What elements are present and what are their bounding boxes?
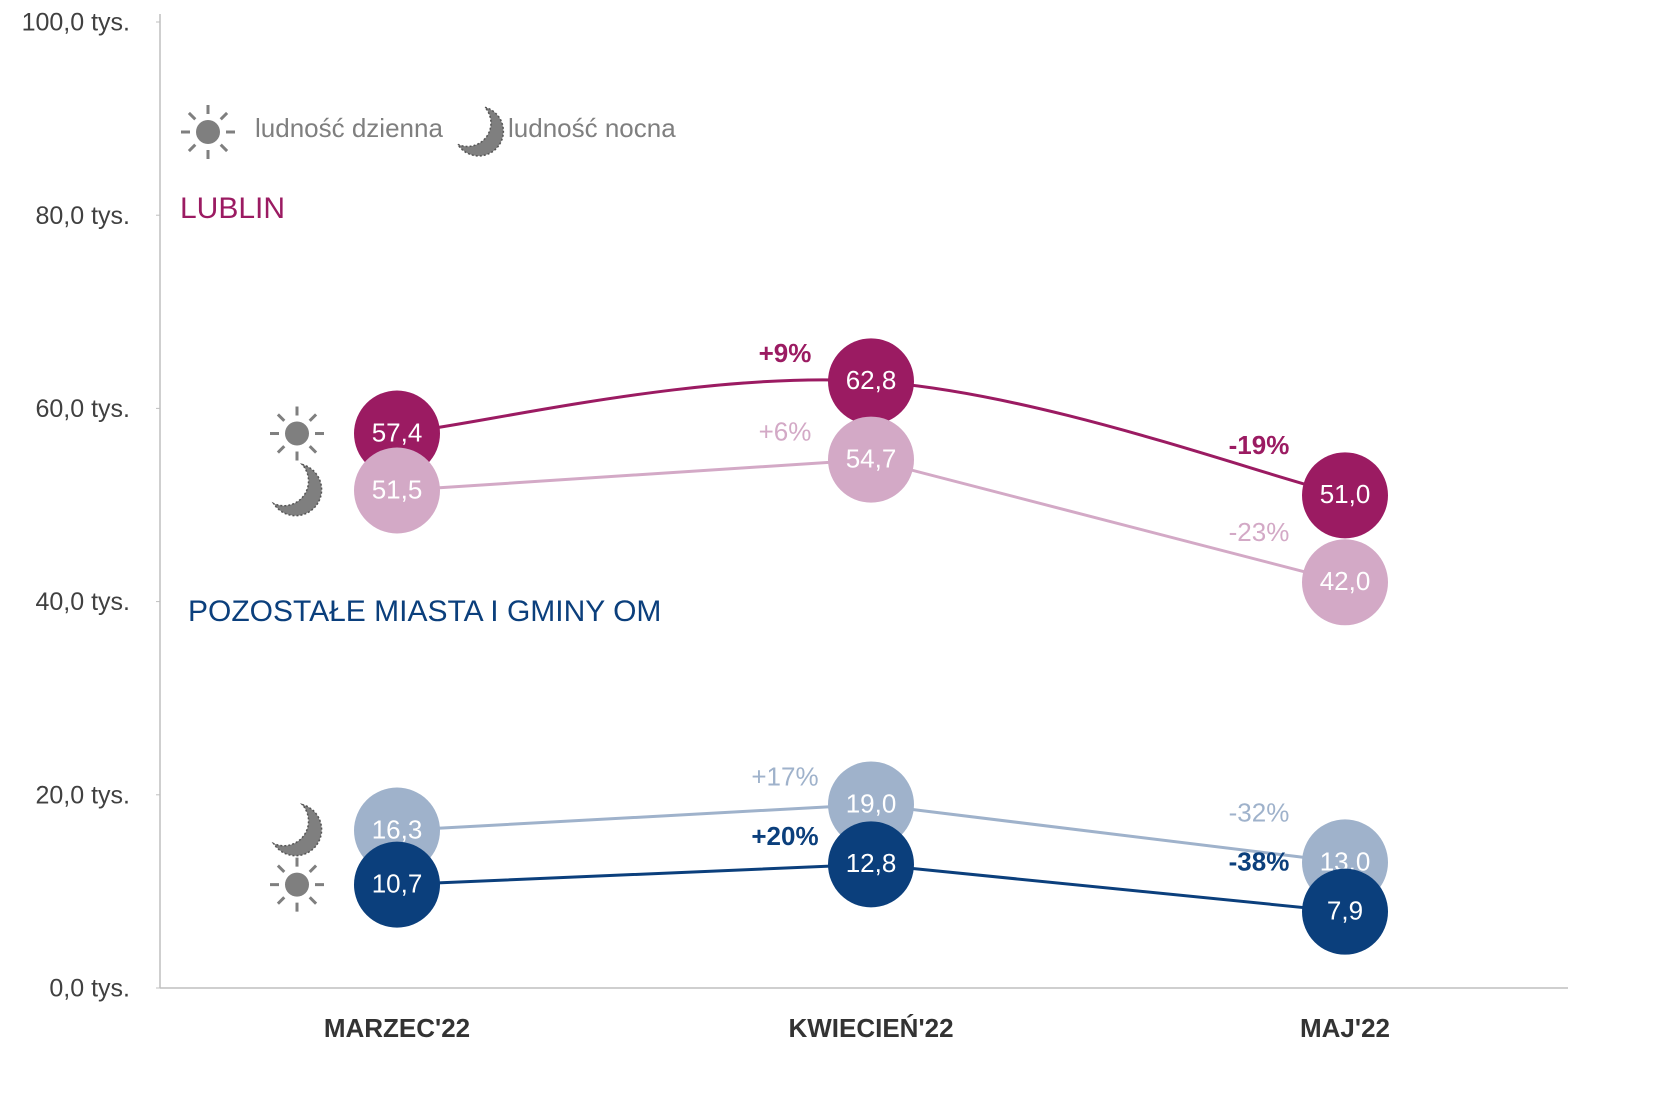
legend-label: ludność nocna — [508, 113, 676, 143]
change-label: -32% — [1229, 797, 1290, 827]
group-title: LUBLIN — [180, 192, 285, 225]
sun-ray — [308, 413, 318, 422]
data-point — [354, 447, 440, 534]
change-label: +17% — [751, 761, 818, 791]
change-label: -19% — [1229, 430, 1290, 460]
data-label: 51,0 — [1320, 479, 1371, 509]
sun-ray — [276, 896, 286, 905]
data-point — [828, 416, 914, 503]
moon-icon — [455, 105, 505, 157]
sun-icon — [270, 857, 324, 912]
sun-icon — [270, 406, 324, 461]
moon-icon — [271, 803, 323, 857]
data-label: 7,9 — [1327, 896, 1363, 926]
data-label: 10,7 — [372, 869, 423, 899]
sun-ray — [276, 445, 286, 454]
data-point — [354, 841, 440, 928]
legend-label: ludność dzienna — [255, 113, 443, 143]
y-tick-label: 80,0 tys. — [36, 202, 131, 230]
data-label: 62,8 — [846, 365, 897, 395]
sun-ray — [276, 413, 286, 422]
data-point — [1302, 868, 1388, 955]
change-label: -23% — [1229, 517, 1290, 547]
data-label: 54,7 — [846, 443, 897, 473]
change-label: -38% — [1229, 847, 1290, 877]
sun-ray — [219, 143, 229, 153]
y-tick-label: 0,0 tys. — [49, 975, 130, 1003]
sun-ray — [308, 445, 318, 454]
group-title: POZOSTAŁE MIASTA I GMINY OM — [188, 595, 661, 628]
data-label: 12,8 — [846, 848, 897, 878]
sun-icon — [181, 105, 235, 159]
data-point — [828, 821, 914, 908]
x-tick-label: MAJ'22 — [1300, 1013, 1390, 1043]
sun-ray — [308, 864, 318, 873]
change-label: +9% — [759, 338, 812, 368]
data-point — [1302, 539, 1388, 626]
sun-ray — [276, 864, 286, 873]
data-point — [1302, 452, 1388, 539]
sun-core — [196, 120, 220, 144]
x-tick-label: KWIECIEŃ'22 — [788, 1013, 953, 1043]
x-tick-label: MARZEC'22 — [324, 1013, 470, 1043]
data-label: 51,5 — [372, 474, 423, 504]
sun-ray — [219, 111, 229, 121]
data-point — [828, 761, 914, 848]
data-label: 16,3 — [372, 814, 423, 844]
y-tick-label: 100,0 tys. — [22, 9, 130, 37]
y-tick-label: 20,0 tys. — [36, 781, 131, 809]
change-label: +6% — [759, 416, 812, 446]
y-tick-label: 60,0 tys. — [36, 395, 131, 423]
sun-ray — [308, 896, 318, 905]
y-tick-label: 40,0 tys. — [36, 588, 131, 616]
sun-ray — [187, 111, 197, 121]
data-label: 57,4 — [372, 417, 423, 447]
sun-ray — [187, 143, 197, 153]
moon-icon — [271, 463, 323, 517]
change-label: +20% — [751, 821, 818, 851]
data-label: 42,0 — [1320, 566, 1371, 596]
data-label: 19,0 — [846, 788, 897, 818]
data-point — [828, 338, 914, 425]
sun-core — [285, 421, 309, 446]
sun-core — [285, 872, 309, 897]
